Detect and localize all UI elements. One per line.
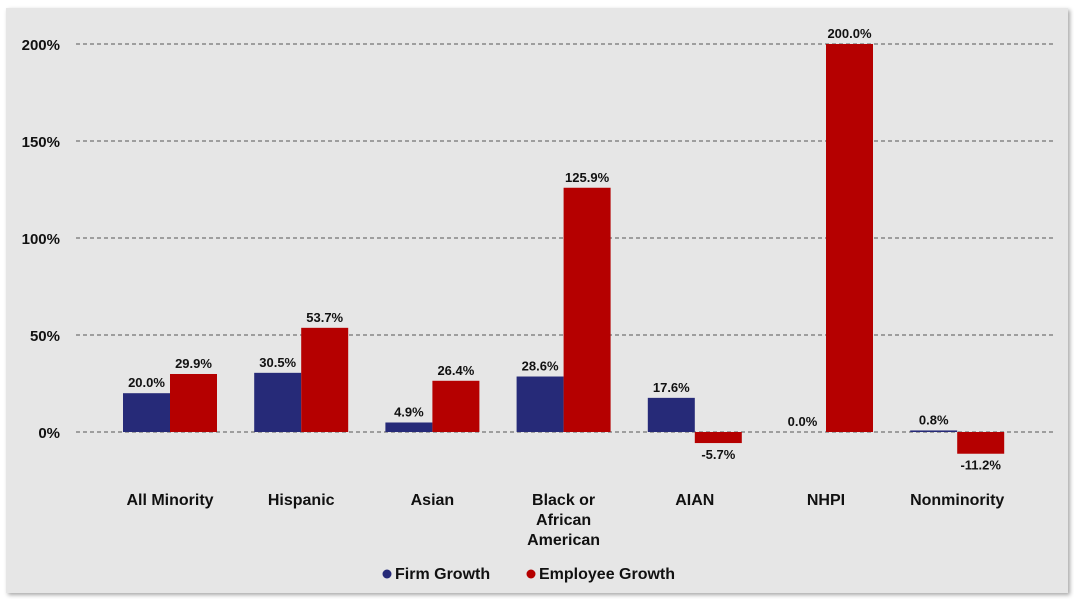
data-label: 4.9%: [394, 404, 424, 419]
firm-growth-bar: [123, 393, 170, 432]
employee-growth-bar: [694, 432, 742, 444]
bars: [123, 44, 1005, 454]
data-label: 30.5%: [259, 355, 296, 370]
data-label: 125.9%: [565, 170, 610, 185]
chart-frame: 0% 50% 100% 150% 200% 20.0% 29.9% 30.5% 53.7% 4.…: [6, 8, 1068, 593]
firm-growth-bar: [910, 430, 958, 432]
data-label: 20.0%: [128, 375, 165, 390]
data-label: 0.0%: [788, 414, 818, 429]
y-tick-label: 0%: [38, 425, 60, 442]
category-label-line: American: [527, 532, 600, 549]
data-label: 26.4%: [437, 363, 474, 378]
x-axis-categories: All Minority Hispanic Asian Black or African…: [126, 492, 1004, 549]
firm-growth-bar: [254, 372, 302, 432]
category-label: Hispanic: [268, 492, 335, 509]
data-label: -11.2%: [960, 458, 1001, 473]
category-label: NHPI: [807, 492, 845, 509]
y-tick-label: 100%: [22, 231, 60, 248]
employee-growth-bar: [826, 44, 873, 432]
firm-growth-bar: [385, 422, 433, 432]
data-label: 0.8%: [919, 412, 949, 427]
y-tick-label: 200%: [22, 37, 60, 54]
y-tick-label: 50%: [30, 328, 60, 345]
data-label: -5.7%: [701, 447, 735, 462]
legend-employee-growth-marker: [526, 569, 536, 579]
data-label: 200.0%: [827, 26, 872, 41]
category-label-line: Asian: [411, 492, 455, 509]
category-label-line: NHPI: [807, 492, 845, 509]
category-label: All Minority: [126, 492, 213, 509]
category-label: AIAN: [675, 492, 714, 509]
y-axis-ticks: 0% 50% 100% 150% 200%: [22, 37, 60, 442]
employee-growth-bar: [432, 380, 480, 432]
legend-firm-growth-label: Firm Growth: [395, 566, 490, 583]
category-label-line: AIAN: [675, 492, 714, 509]
data-label: 17.6%: [653, 380, 690, 395]
employee-growth-bar: [170, 373, 217, 432]
employee-growth-bar: [957, 432, 1005, 454]
bar-chart: 0% 50% 100% 150% 200% 20.0% 29.9% 30.5% 53.7% 4.…: [22, 26, 1056, 583]
category-label: Nonminority: [910, 492, 1004, 509]
category-label-line: All Minority: [126, 492, 213, 509]
category-label: Black or African American: [527, 492, 600, 549]
data-label: 28.6%: [522, 359, 559, 374]
category-label-line: Black or: [532, 492, 595, 509]
firm-growth-bar: [647, 397, 695, 432]
data-label: 53.7%: [306, 310, 343, 325]
category-label-line: Nonminority: [910, 492, 1004, 509]
employee-growth-bar: [563, 187, 611, 432]
legend-firm-growth-marker: [382, 569, 392, 579]
category-label-line: Hispanic: [268, 492, 335, 509]
data-label: 29.9%: [175, 356, 212, 371]
firm-growth-bar: [516, 376, 564, 432]
employee-growth-bar: [301, 327, 349, 432]
legend: Firm Growth Employee Growth: [382, 566, 675, 583]
data-labels: 20.0% 29.9% 30.5% 53.7% 4.9% 26.4% 28.6% 125.9%…: [128, 26, 1001, 473]
category-label-line: African: [536, 512, 591, 529]
y-tick-label: 150%: [22, 134, 60, 151]
category-label: Asian: [411, 492, 455, 509]
legend-employee-growth-label: Employee Growth: [539, 566, 675, 583]
